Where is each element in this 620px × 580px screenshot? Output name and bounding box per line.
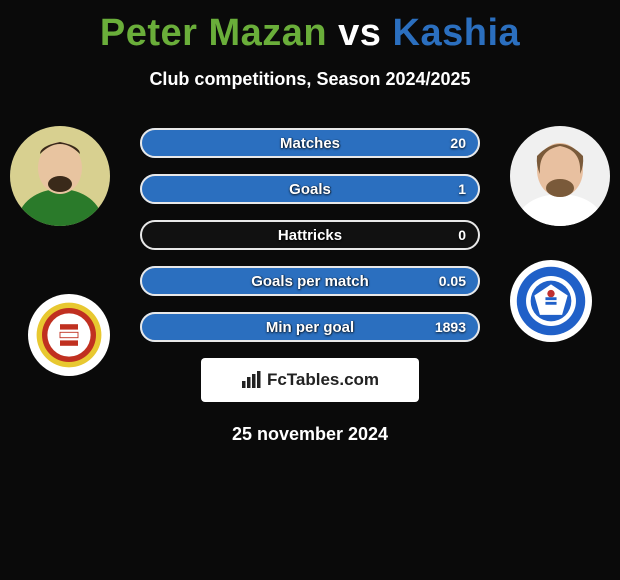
- stat-label: Min per goal: [266, 319, 354, 336]
- site-badge: FcTables.com: [201, 358, 419, 402]
- stat-value-right: 1: [458, 181, 466, 197]
- player1-name: Peter Mazan: [100, 12, 327, 54]
- comparison-title: Peter Mazan vs Kashia: [0, 0, 620, 55]
- vs-text: vs: [338, 12, 381, 54]
- stat-value-right: 0: [458, 227, 466, 243]
- stat-value-right: 1893: [435, 319, 466, 335]
- stat-value-right: 20: [450, 135, 466, 151]
- stat-row: Hattricks 0: [140, 220, 480, 250]
- stat-row: Goals per match 0.05: [140, 266, 480, 296]
- stat-label: Matches: [280, 135, 340, 152]
- chart-icon: [241, 371, 261, 389]
- stat-label: Goals: [289, 181, 331, 198]
- stat-row: Min per goal 1893: [140, 312, 480, 342]
- site-name: FcTables.com: [267, 370, 379, 390]
- stats-container: Matches 20 Goals 1 Hattricks 0 Goals per match…: [0, 128, 620, 342]
- date: 25 november 2024: [0, 424, 620, 445]
- stat-row: Goals 1: [140, 174, 480, 204]
- stat-label: Goals per match: [251, 273, 369, 290]
- player2-name: Kashia: [393, 12, 521, 54]
- stat-row: Matches 20: [140, 128, 480, 158]
- stat-label: Hattricks: [278, 227, 342, 244]
- stat-value-right: 0.05: [439, 273, 466, 289]
- subtitle: Club competitions, Season 2024/2025: [0, 69, 620, 90]
